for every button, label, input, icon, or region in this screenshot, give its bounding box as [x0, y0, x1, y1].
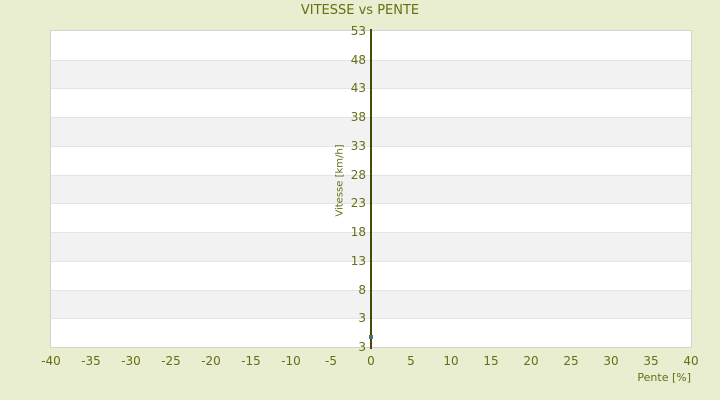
x-tick-label: -20 [201, 354, 221, 368]
x-tick-label: 0 [367, 354, 375, 368]
y-tick-label: 3 [358, 311, 366, 326]
y-tick-label: 53 [350, 24, 366, 38]
data-point [369, 334, 373, 339]
y-axis-line [370, 29, 372, 349]
x-tick-label: 40 [683, 354, 699, 368]
x-tick-label: -15 [241, 354, 261, 368]
y-tick-label: 43 [350, 81, 366, 96]
y-tick-label: 33 [350, 138, 366, 153]
x-tick-label: -5 [325, 354, 337, 368]
y-tick-label: 13 [350, 253, 366, 268]
chart-title: VITESSE vs PENTE [300, 3, 420, 18]
y-tick-label: 28 [350, 167, 366, 182]
x-tick-label: -40 [41, 354, 61, 368]
x-tick-label: -30 [121, 354, 141, 368]
y-tick-label: 23 [350, 196, 366, 211]
y-tick-label: 48 [350, 52, 366, 67]
x-tick-label: 20 [523, 354, 539, 368]
x-tick-label: -25 [161, 354, 181, 368]
y-tick-label: 8 [358, 282, 366, 297]
x-tick-label: -10 [281, 354, 301, 368]
x-tick-label: 25 [563, 354, 579, 368]
x-tick-label: 15 [483, 354, 499, 368]
y-tick-label: 38 [350, 110, 366, 125]
x-tick-label: 30 [603, 354, 619, 368]
x-tick-label: 35 [643, 354, 659, 368]
x-tick-label: -35 [81, 354, 101, 368]
y-axis-title: Vitesse [km/h] [334, 144, 346, 217]
x-axis-title: Pente [%] [637, 371, 691, 384]
y-tick-label: 3 [358, 340, 366, 354]
x-tick-label: 5 [407, 354, 415, 368]
x-tick-label: 10 [443, 354, 459, 368]
y-tick-label: 18 [350, 225, 366, 240]
